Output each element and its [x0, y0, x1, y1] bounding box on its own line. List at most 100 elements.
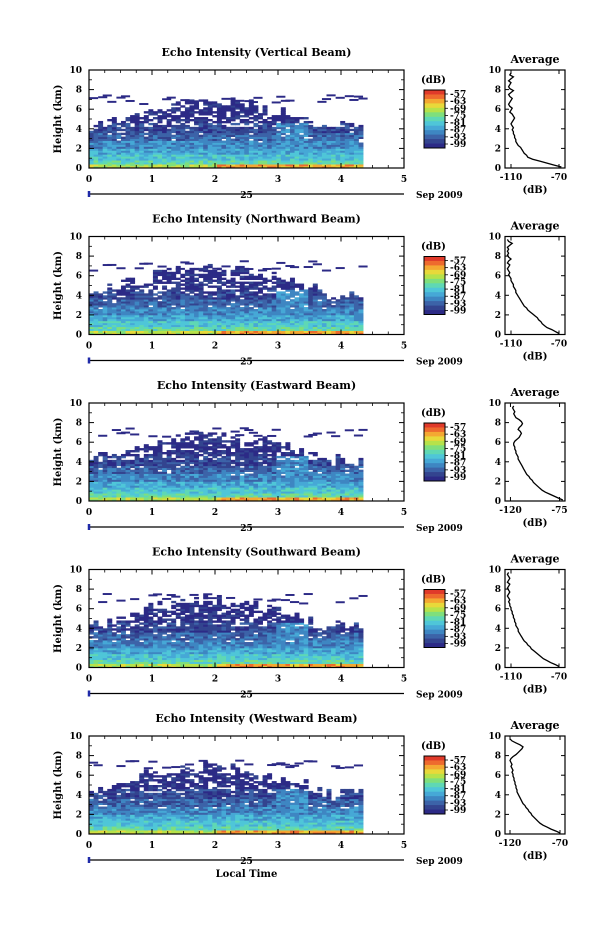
heatmap-cell [139, 457, 145, 461]
heatmap-cell [125, 156, 131, 159]
heatmap-cell [289, 320, 295, 324]
heatmap-cell [253, 495, 259, 498]
heatmap-cell [152, 310, 158, 314]
heatmap-cell [239, 448, 245, 451]
heatmap-cell [326, 164, 332, 167]
heatmap-cell [276, 483, 282, 486]
heatmap-cell [289, 497, 295, 500]
heatmap-cell [335, 299, 341, 302]
heatmap-cell [235, 162, 241, 165]
heatmap-cell [184, 119, 190, 122]
heatmap-cell [226, 455, 231, 459]
heatmap-cell [189, 277, 195, 281]
heatmap-cell [289, 467, 295, 471]
heatmap-cell [89, 467, 94, 471]
heatmap-cell [189, 115, 195, 118]
heatmap-cell [226, 324, 231, 328]
heatmap-cell [207, 469, 213, 472]
heatmap-cell [321, 481, 327, 484]
heatmap-cell [166, 485, 172, 488]
heatmap-cell [152, 316, 158, 320]
y-tick-label: 10 [69, 233, 82, 243]
heatmap-cell [221, 450, 227, 453]
heatmap-cell [120, 122, 126, 126]
heatmap-cell [340, 314, 346, 318]
heatmap-cell [335, 475, 341, 478]
heatmap-cell [207, 332, 213, 335]
x-tick-label: 4 [338, 342, 344, 352]
heatmap-cell [203, 158, 209, 161]
heatmap-cell [276, 281, 282, 284]
heatmap-cell [212, 273, 218, 277]
heatmap-cell [93, 154, 99, 157]
heatmap-cell [235, 446, 241, 449]
heatmap-cell [184, 115, 190, 118]
heatmap-cell [198, 148, 204, 151]
heatmap-cell [216, 453, 222, 457]
heatmap-cell [116, 154, 122, 157]
heatmap-cell [189, 495, 195, 498]
heatmap-cell [125, 495, 131, 498]
heatmap-cell [166, 326, 172, 330]
heatmap-cell [102, 154, 108, 157]
heatmap-cell [152, 293, 158, 296]
heatmap-cell [216, 113, 222, 116]
heatmap-cell [198, 152, 204, 155]
heatmap-cell [107, 301, 113, 304]
heatmap-cell [162, 144, 168, 147]
heatmap-cell [285, 160, 291, 163]
heatmap-cell [276, 312, 282, 316]
heatmap-cell [344, 429, 354, 432]
heatmap-cell [111, 324, 117, 328]
heatmap-cell [258, 287, 263, 290]
heatmap-cell [276, 320, 282, 324]
heatmap-cell [280, 301, 286, 304]
heatmap-cell [353, 309, 359, 312]
heatmap-cell [312, 477, 318, 480]
heatmap-cell [152, 469, 158, 472]
heatmap-cell [258, 326, 263, 330]
heatmap-cell [226, 303, 231, 306]
heatmap-cell [221, 132, 227, 136]
heatmap-cell [130, 166, 136, 169]
heatmap-cell [239, 144, 245, 147]
heatmap-cell [244, 154, 250, 157]
heatmap-cell [143, 158, 149, 161]
heatmap-cell [139, 467, 145, 471]
heatmap-cell [212, 481, 218, 484]
heatmap-cell [326, 332, 332, 335]
heatmap-cell [271, 122, 277, 126]
heatmap-cell [271, 297, 277, 300]
heatmap-cell [166, 309, 172, 312]
heatmap-cell [98, 164, 104, 167]
heatmap-cell [248, 128, 254, 132]
heatmap-cell [171, 495, 177, 498]
heatmap-cell [212, 111, 218, 114]
heatmap-cell [326, 136, 332, 139]
heatmap-cell [294, 324, 300, 328]
heatmap-cell [248, 450, 254, 453]
heatmap-cell [258, 277, 263, 281]
heatmap-cell [157, 130, 163, 134]
heatmap-cell [248, 113, 254, 116]
heatmap-cell [184, 301, 190, 304]
heatmap-cell [303, 457, 309, 461]
heatmap-cell [353, 144, 359, 147]
heatmap-cell [166, 320, 172, 324]
heatmap-cell [335, 146, 341, 149]
heatmap-cell [148, 152, 154, 155]
heatmap-cell [116, 455, 122, 459]
heatmap-cell [175, 283, 181, 286]
heatmap-cell [226, 144, 231, 147]
heatmap-cell [171, 469, 177, 472]
heatmap-cell [358, 497, 364, 500]
heatmap-cell [157, 489, 163, 492]
heatmap-cell [139, 309, 145, 312]
heatmap-cell [271, 281, 277, 284]
heatmap-cell [344, 469, 350, 472]
heatmap-cell [139, 461, 145, 465]
heatmap-cell [152, 152, 158, 155]
heatmap-cell [175, 156, 181, 159]
heatmap-cell [89, 477, 94, 480]
heatmap-cell [226, 453, 231, 457]
